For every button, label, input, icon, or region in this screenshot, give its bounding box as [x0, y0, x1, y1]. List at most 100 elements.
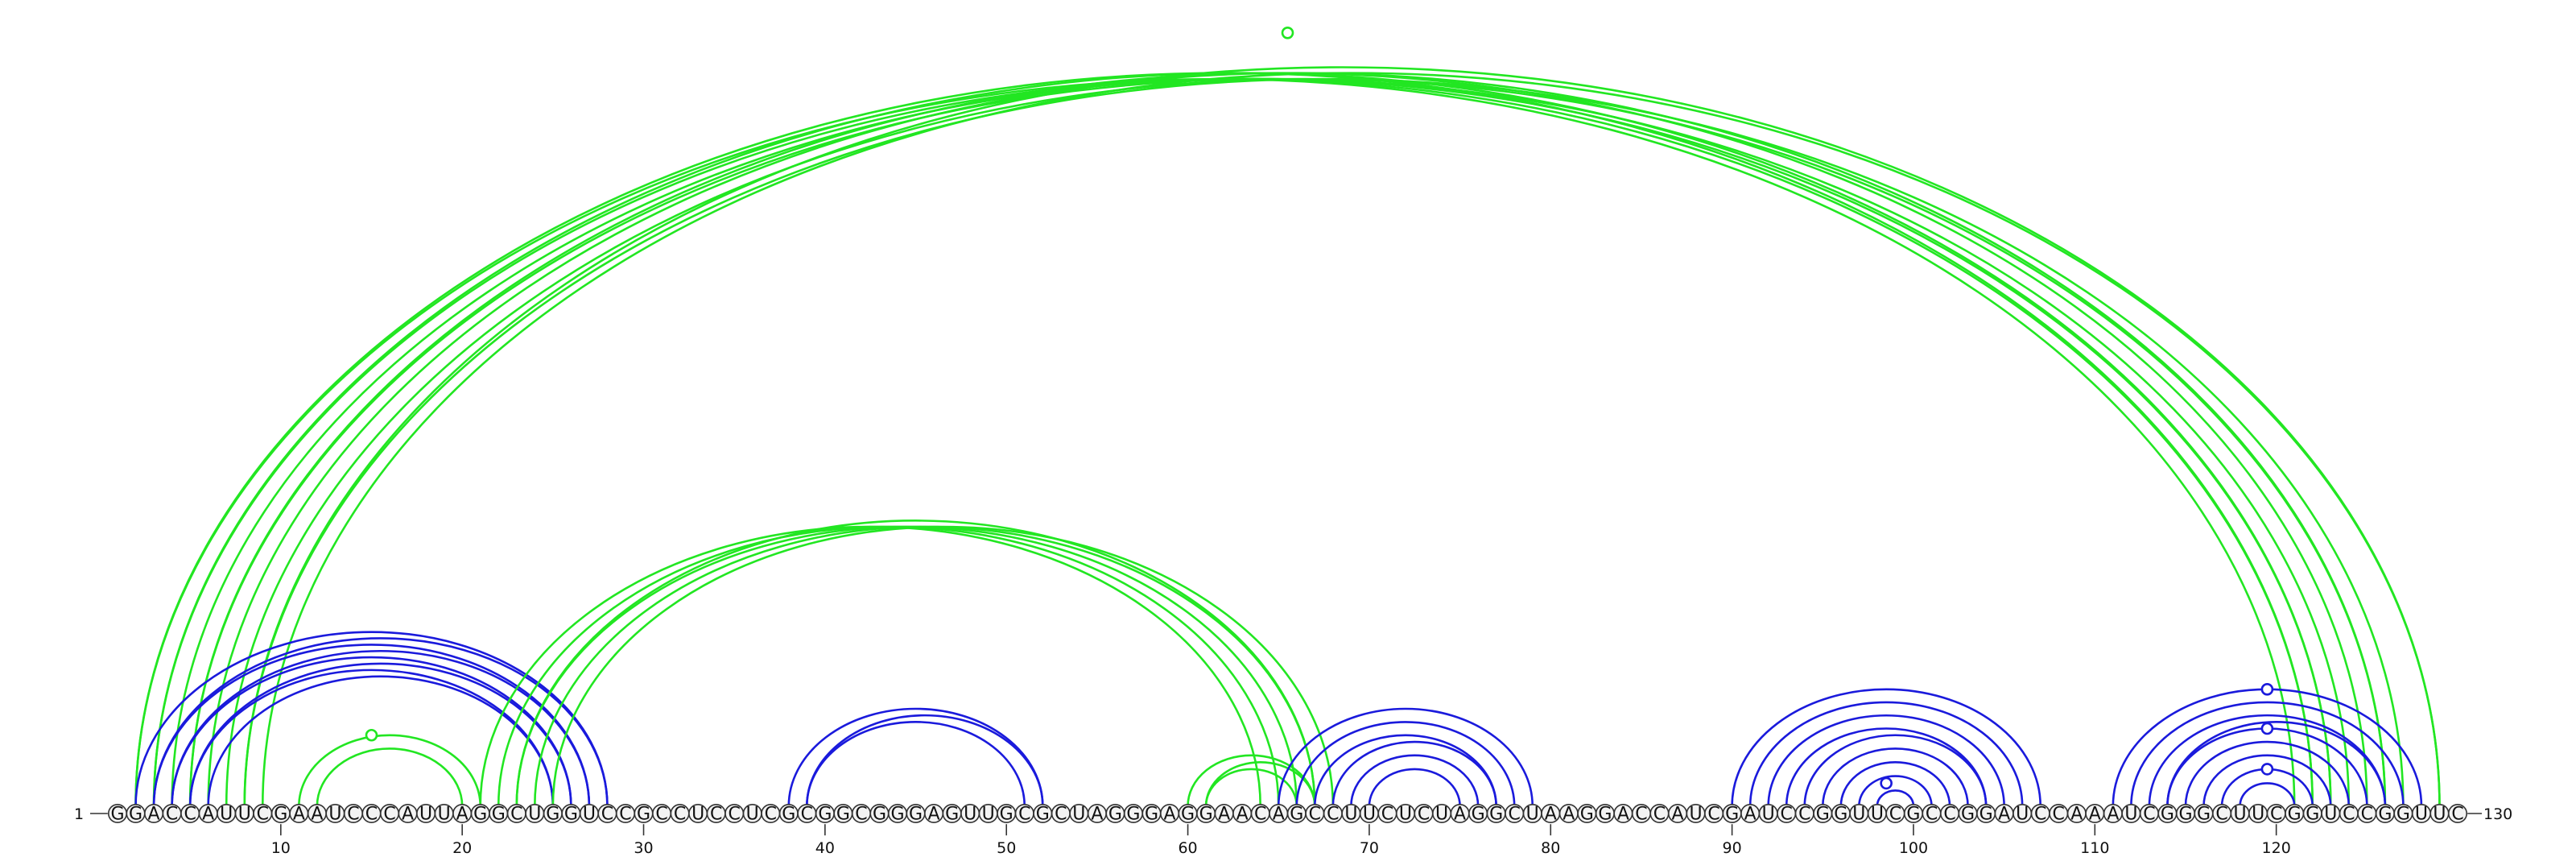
base-pair-arc-2-122: [134, 72, 2314, 806]
nucleotide-letter: G: [1906, 805, 1920, 825]
nucleotide-letter: G: [1961, 805, 1975, 825]
nucleotide-letter: C: [601, 805, 613, 825]
nucleotide-letter: C: [1418, 805, 1430, 825]
nucleotide-letter: G: [473, 805, 487, 825]
nucleotide-letter: U: [746, 805, 759, 825]
arc-markers: [365, 26, 2274, 790]
nucleotide-104: G: [1976, 803, 1996, 825]
nucleotide-letter: A: [1671, 805, 1683, 825]
nucleotide-letter: C: [801, 805, 813, 825]
nucleotide-76: G: [1468, 803, 1488, 825]
sequence-end-label: 130: [2483, 805, 2512, 823]
nucleotide-33: U: [688, 803, 708, 825]
nucleotide-49: U: [978, 803, 998, 825]
nucleotide-letter: C: [765, 805, 777, 825]
nucleotide-112: U: [2121, 803, 2141, 825]
base-pair-arc-9-129: [261, 72, 2441, 806]
nucleotide-letter: A: [202, 805, 214, 825]
nucleotide-28: C: [597, 803, 617, 825]
nucleotide-122: G: [2302, 803, 2322, 825]
nucleotide-129: U: [2429, 803, 2450, 825]
nucleotide-letter: C: [2451, 805, 2463, 825]
nucleotide-74: U: [1432, 803, 1452, 825]
nucleotide-92: U: [1758, 803, 1778, 825]
base-pair-arc-3-122: [152, 77, 2314, 806]
nucleotide-letter: G: [110, 805, 124, 825]
nucleotide-letter: G: [2306, 805, 2319, 825]
nucleotide-letter: A: [456, 805, 469, 825]
nucleotide-51: C: [1014, 803, 1034, 825]
nucleotide-109: A: [2066, 803, 2087, 825]
base-pair-arc-65-79: [1277, 707, 1534, 806]
nucleotide-letter: C: [1309, 805, 1321, 825]
nucleotide-25: G: [543, 803, 563, 825]
nucleotide-letter: C: [1381, 805, 1393, 825]
nucleotide-130: C: [2448, 803, 2468, 825]
tick-label-120: 120: [2262, 839, 2291, 857]
base-pair-arc-6-126: [207, 72, 2387, 806]
nucleotide-87: A: [1668, 803, 1688, 825]
nucleotide-89: C: [1704, 803, 1724, 825]
base-pair-arc-66-78: [1295, 721, 1516, 806]
nucleotide-77: G: [1486, 803, 1506, 825]
nucleotide-59: A: [1160, 803, 1180, 825]
arc-marker-5: [2260, 722, 2274, 735]
base-pair-arc-39-52: [806, 714, 1044, 806]
base-pair-arc-8-129: [245, 67, 2440, 805]
nucleotide-letter: G: [873, 805, 886, 825]
base-pair-arc-96-102: [1839, 761, 1951, 806]
nucleotide-39: C: [797, 803, 817, 825]
base-pair-arc-6-25: [207, 675, 555, 806]
nucleotide-letter: U: [1762, 805, 1775, 825]
nucleotide-128: U: [2411, 803, 2431, 825]
nucleotide-letter: A: [293, 805, 305, 825]
base-pair-arc-23-67: [515, 520, 1316, 806]
nucleotide-letter: C: [2270, 805, 2282, 825]
nucleotide-letter: U: [1399, 805, 1412, 825]
tick-label-70: 70: [1360, 839, 1379, 857]
nucleotide-letter: G: [492, 805, 506, 825]
nucleotide-letter: C: [383, 805, 395, 825]
nucleotide-50: G: [997, 803, 1017, 825]
nucleotide-65: A: [1269, 803, 1289, 825]
nucleotide-116: G: [2194, 803, 2214, 825]
nucleotide-letter: U: [2433, 805, 2446, 825]
nucleotide-letter: G: [1979, 805, 1993, 825]
nucleotide-letter: G: [1816, 805, 1830, 825]
nucleotide-letter: G: [782, 805, 795, 825]
arc-marker-1: [1281, 26, 1294, 39]
nucleotide-letter: C: [729, 805, 741, 825]
nucleotide-letter: C: [1889, 805, 1901, 825]
nucleotide-letter: C: [710, 805, 722, 825]
nucleotide-101: C: [1922, 803, 1942, 825]
nucleotide-11: A: [289, 803, 309, 825]
nucleotide-letter: A: [1617, 805, 1629, 825]
sequence-axis: 1 130: [74, 805, 2512, 823]
nucleotide-letter: U: [419, 805, 432, 825]
nucleotide-86: C: [1649, 803, 1670, 825]
nucleotide-letter: G: [909, 805, 923, 825]
nucleotide-67: C: [1305, 803, 1325, 825]
nucleotide-124: C: [2339, 803, 2359, 825]
nucleotide-letter: U: [2415, 805, 2428, 825]
nucleotide-letter: C: [1018, 805, 1030, 825]
nucleotide-letter: A: [311, 805, 323, 825]
nucleotide-78: C: [1505, 803, 1525, 825]
nucleotide-letter: G: [564, 805, 578, 825]
nucleotide-letter: U: [964, 805, 976, 825]
nucleotide-31: C: [652, 803, 672, 825]
base-pair-arc-91-106: [1748, 701, 2024, 806]
nucleotide-letter: A: [1454, 805, 1466, 825]
nucleotide-letter: U: [2252, 805, 2264, 825]
nucleotide-letter: U: [982, 805, 995, 825]
base-pair-arc-24-67: [534, 526, 1316, 806]
nucleotide-letter: C: [347, 805, 359, 825]
nucleotide-letter: C: [1653, 805, 1666, 825]
nucleotide-41: G: [833, 803, 853, 825]
nucleotide-letter: G: [836, 805, 850, 825]
tick-label-50: 50: [997, 839, 1016, 857]
nucleotide-105: A: [1994, 803, 2014, 825]
nucleotide-69: U: [1341, 803, 1361, 825]
nucleotide-48: U: [960, 803, 980, 825]
nucleotide-126: G: [2375, 803, 2395, 825]
